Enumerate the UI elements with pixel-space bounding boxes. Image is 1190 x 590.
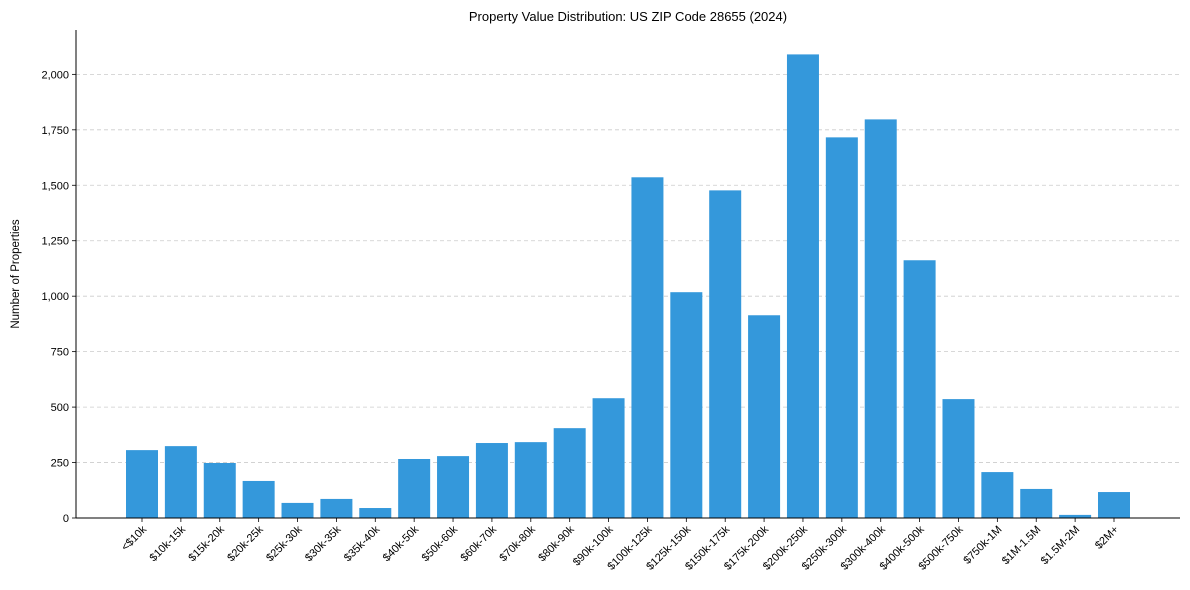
bar-60k-70k <box>475 443 508 518</box>
x-tick-label: $80k-90k <box>536 523 577 564</box>
bar-25k-30k <box>281 502 314 518</box>
y-axis-label: Number of Properties <box>10 219 22 329</box>
bar-400k-500k <box>903 260 936 518</box>
x-tick-label: $50k-60k <box>420 523 461 564</box>
x-tick-label: $40k-50k <box>381 523 422 564</box>
x-tick-label: $70k-80k <box>497 523 538 564</box>
bar-250k-300k <box>825 137 858 519</box>
bar-20k-25k <box>242 480 275 518</box>
bar-10k-15k <box>164 446 197 518</box>
x-tick-label: $25k-30k <box>264 523 305 564</box>
bar-300k-400k <box>864 119 897 518</box>
bar-1M-1-5M <box>1020 488 1053 518</box>
y-tick-label: 2,000 <box>41 69 69 81</box>
x-tick-label: $10k-15k <box>148 523 189 564</box>
bar-125k-150k <box>670 292 703 518</box>
x-tick-label: $30k-35k <box>303 523 344 564</box>
y-tick-label: 1,250 <box>41 236 69 248</box>
y-tick-label: 750 <box>51 347 69 359</box>
bar-10k <box>126 450 158 518</box>
bar-750k-1M <box>981 472 1014 518</box>
bar-30k-35k <box>320 498 353 518</box>
bar-15k-20k <box>203 462 236 518</box>
x-tick-label: $750k-1M <box>961 524 1004 567</box>
chart-title: Property Value Distribution: US ZIP Code… <box>469 9 787 24</box>
y-tick-label: 250 <box>51 458 69 470</box>
bar-50k-60k <box>437 456 470 518</box>
x-tick-label: $15k-20k <box>186 523 227 564</box>
bar-200k-250k <box>786 54 819 519</box>
x-tick-label: $20k-25k <box>225 523 266 564</box>
bar-90k-100k <box>592 398 625 518</box>
bar-150k-175k <box>709 190 742 518</box>
y-tick-label: 1,750 <box>41 125 69 137</box>
bar-500k-750k <box>942 399 975 518</box>
x-tick-label: $60k-70k <box>459 523 500 564</box>
bar-2M <box>1098 492 1130 518</box>
x-tick-label: $1.5M-2M <box>1039 524 1083 568</box>
x-tick-label: <$10k <box>119 523 149 553</box>
bar-70k-80k <box>514 442 547 518</box>
bar-40k-50k <box>398 458 431 518</box>
x-tick-label: $2M+ <box>1093 524 1121 552</box>
y-tick-label: 500 <box>51 402 69 414</box>
bar-80k-90k <box>553 428 586 518</box>
y-tick-label: 1,000 <box>41 291 69 303</box>
bar-35k-40k <box>359 508 392 518</box>
y-tick-label: 1,500 <box>41 180 69 192</box>
bar-1-5M-2M <box>1059 514 1092 518</box>
x-tick-label: $35k-40k <box>342 523 383 564</box>
x-tick-label: $1M-1.5M <box>1000 524 1044 568</box>
y-tick-label: 0 <box>63 513 69 525</box>
bar-100k-125k <box>631 177 664 518</box>
bar-175k-200k <box>748 315 781 518</box>
